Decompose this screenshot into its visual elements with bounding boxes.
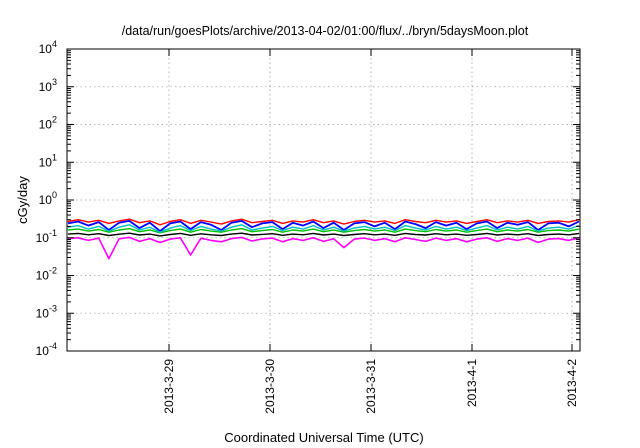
y-axis-label: cGy/day (15, 176, 30, 224)
chart-title: /data/run/goesPlots/archive/2013-04-02/0… (122, 24, 529, 38)
series-line (67, 219, 580, 233)
x-tick-label: 2013-3-31 (364, 359, 378, 414)
y-tick-label: 104 (39, 39, 57, 56)
x-tick-labels: 2013-3-29 2013-3-30 2013-3-31 2013-4-1 2013-… (162, 359, 579, 414)
y-tick-label: 102 (39, 115, 57, 132)
ticks (67, 48, 580, 352)
y-tick-label: 100 (39, 190, 57, 207)
y-tick-label: 10-2 (36, 266, 57, 283)
series-line (67, 227, 580, 234)
x-tick-label: 2013-3-30 (263, 359, 277, 414)
y-tick-labels: 10-4 10-3 10-2 10-1 100 101 102 103 104 (36, 39, 57, 358)
x-tick-label: 2013-4-2 (565, 359, 579, 407)
x-tick-label: 2013-3-29 (162, 359, 176, 414)
y-tick-label: 10-3 (36, 303, 57, 320)
x-axis-label: Coordinated Universal Time (UTC) (224, 430, 423, 445)
series-line (67, 232, 580, 237)
y-tick-label: 10-1 (36, 228, 57, 245)
y-tick-label: 101 (39, 152, 57, 169)
series-line (67, 218, 580, 226)
series-line (67, 236, 580, 260)
y-tick-label: 10-4 (36, 341, 57, 358)
grid (67, 49, 580, 351)
x-tick-label: 2013-4-1 (465, 359, 479, 407)
series-layer (67, 218, 580, 260)
series-line (67, 224, 580, 233)
y-tick-label: 103 (39, 77, 57, 94)
